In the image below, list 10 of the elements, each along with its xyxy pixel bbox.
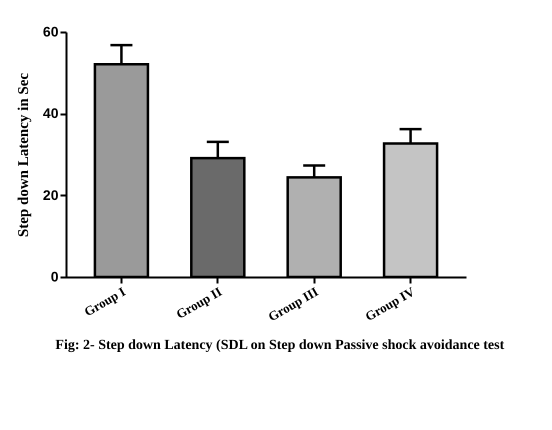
y-tick-label: 0: [50, 268, 59, 284]
x-tick-label: Group IV: [362, 283, 418, 324]
x-tick-label: Group II: [174, 284, 224, 322]
x-tick-label: Group I: [82, 284, 128, 320]
y-tick-label: 20: [42, 186, 59, 203]
y-tick-label: 40: [42, 105, 59, 122]
y-tick-label: 60: [42, 24, 59, 40]
text: Fig: 2- Step down Latency (SDL on Step down Passive shock avoidance test: [55, 338, 505, 353]
y-axis-title: Step down Latency in Sec: [16, 72, 32, 238]
x-tick-label: Group III: [266, 284, 321, 324]
